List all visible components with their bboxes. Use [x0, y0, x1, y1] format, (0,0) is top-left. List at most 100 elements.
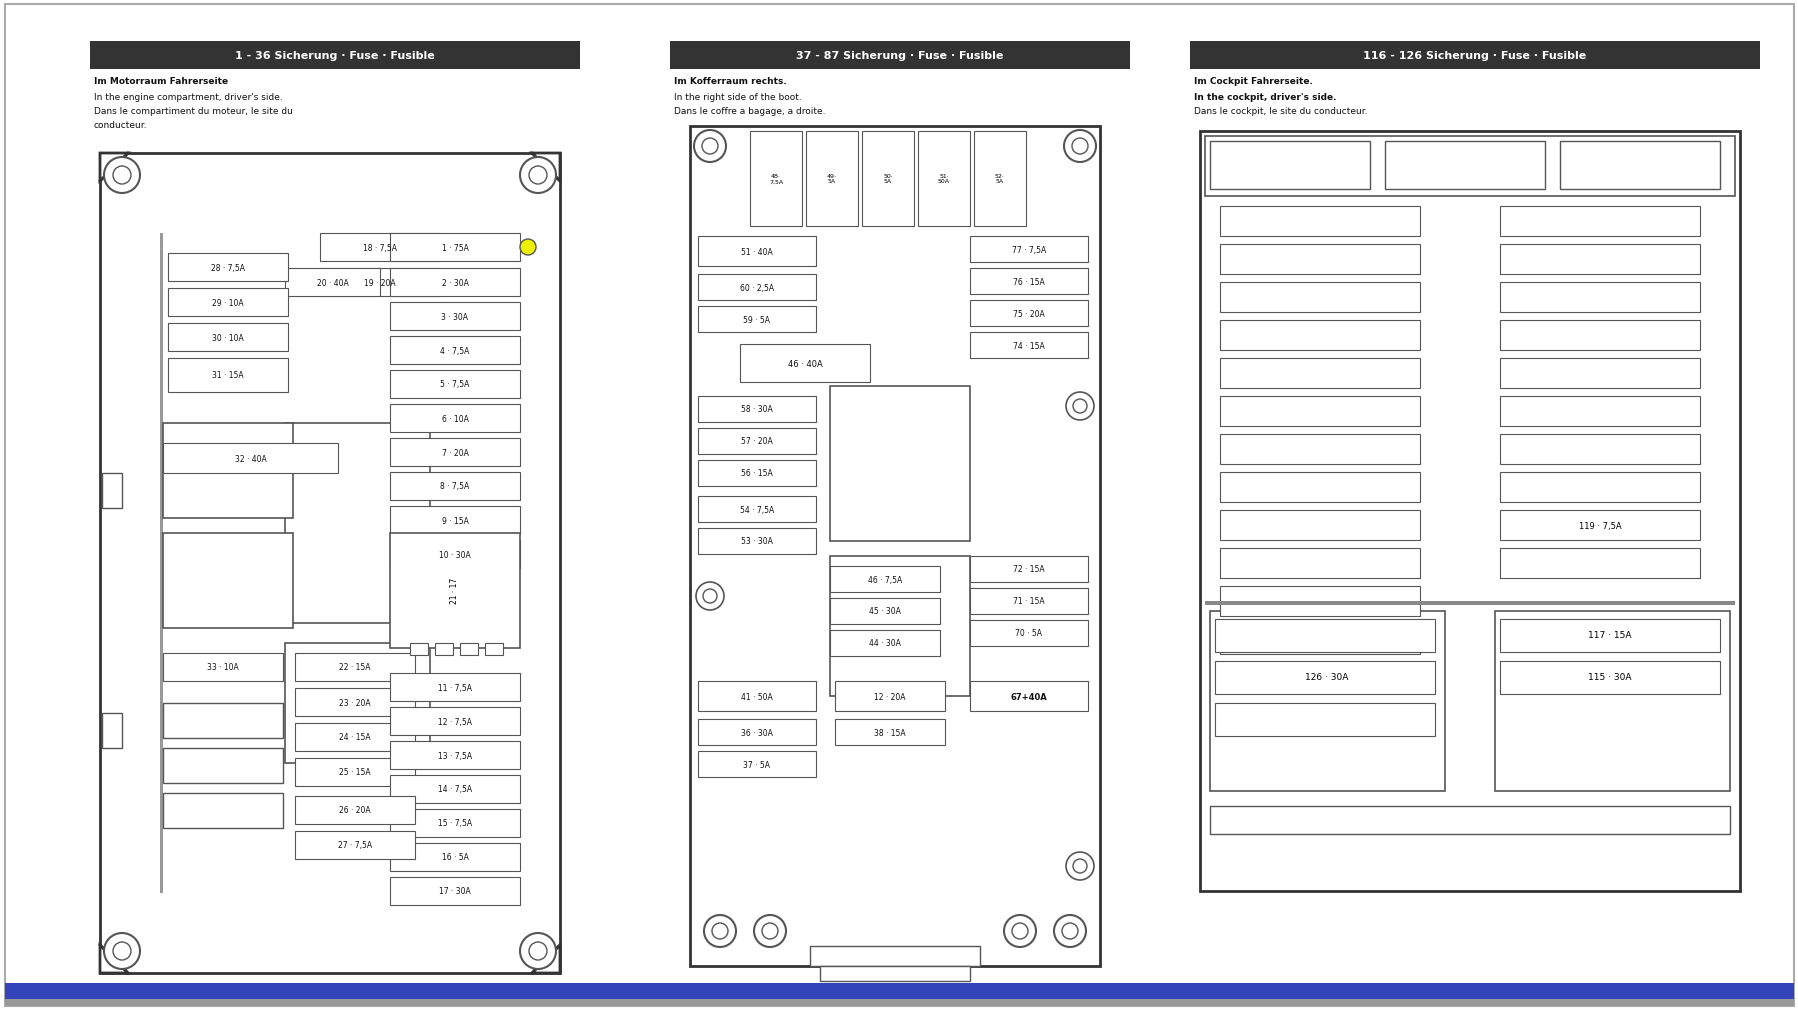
- Bar: [698, 237, 816, 267]
- Bar: [1559, 142, 1719, 190]
- Bar: [320, 269, 441, 296]
- Bar: [390, 472, 520, 500]
- Bar: [1219, 435, 1419, 464]
- Bar: [1188, 42, 1758, 70]
- Bar: [167, 324, 288, 352]
- Circle shape: [762, 923, 777, 939]
- Text: 71 · 15A: 71 · 15A: [1012, 596, 1045, 606]
- Bar: [1214, 704, 1435, 736]
- Text: 7 · 20A: 7 · 20A: [441, 448, 467, 457]
- Polygon shape: [532, 154, 559, 182]
- Text: 72 · 15A: 72 · 15A: [1012, 565, 1045, 574]
- Text: 21 · 17: 21 · 17: [450, 577, 458, 604]
- Circle shape: [520, 240, 536, 256]
- Bar: [160, 234, 164, 893]
- Text: 15 · 7,5A: 15 · 7,5A: [437, 819, 471, 828]
- Text: 12 · 20A: 12 · 20A: [874, 692, 904, 701]
- Bar: [390, 843, 520, 871]
- Bar: [295, 797, 415, 824]
- Bar: [698, 275, 816, 300]
- Bar: [101, 154, 559, 973]
- Circle shape: [1054, 915, 1086, 947]
- Bar: [164, 424, 293, 519]
- Text: In the right side of the boot.: In the right side of the boot.: [674, 93, 802, 102]
- Text: 126 · 30A: 126 · 30A: [1305, 673, 1348, 681]
- Text: 12 · 7,5A: 12 · 7,5A: [437, 717, 471, 726]
- Text: 38 · 15A: 38 · 15A: [874, 728, 906, 737]
- Bar: [90, 42, 579, 70]
- Polygon shape: [532, 945, 559, 973]
- Bar: [1219, 245, 1419, 275]
- Text: 41 · 50A: 41 · 50A: [741, 692, 773, 701]
- Bar: [1219, 359, 1419, 388]
- Circle shape: [104, 933, 140, 969]
- Bar: [1500, 511, 1699, 541]
- Bar: [390, 534, 520, 648]
- Bar: [295, 723, 415, 751]
- Bar: [164, 534, 293, 629]
- Bar: [390, 507, 520, 535]
- Text: 44 · 30A: 44 · 30A: [868, 639, 901, 648]
- Bar: [390, 371, 520, 398]
- Bar: [295, 758, 415, 787]
- Text: Im Kofferraum rechts.: Im Kofferraum rechts.: [674, 77, 786, 86]
- Text: 29 · 10A: 29 · 10A: [212, 298, 245, 307]
- Text: 48·
7,5A: 48· 7,5A: [768, 174, 782, 184]
- Bar: [295, 831, 415, 859]
- Bar: [690, 126, 1099, 967]
- Text: Dans le compartiment du moteur, le site du: Dans le compartiment du moteur, le site …: [93, 107, 293, 116]
- Text: 58 · 30A: 58 · 30A: [741, 405, 773, 415]
- Text: 22 · 15A: 22 · 15A: [340, 663, 370, 672]
- Circle shape: [104, 158, 140, 194]
- Bar: [1205, 602, 1733, 606]
- Bar: [698, 496, 816, 523]
- Circle shape: [1072, 139, 1088, 155]
- Bar: [698, 306, 816, 333]
- Bar: [167, 359, 288, 392]
- Text: 37 · 5A: 37 · 5A: [743, 759, 770, 768]
- Circle shape: [113, 167, 131, 185]
- Text: Dans le cockpit, le site du conducteur.: Dans le cockpit, le site du conducteur.: [1194, 107, 1366, 116]
- Bar: [1500, 548, 1699, 578]
- Bar: [969, 621, 1088, 646]
- Bar: [1384, 142, 1544, 190]
- Bar: [164, 794, 282, 828]
- Bar: [1205, 136, 1733, 197]
- Text: Dans le coffre a bagage, a droite.: Dans le coffre a bagage, a droite.: [674, 107, 825, 116]
- Bar: [1500, 283, 1699, 312]
- Text: 119 · 7,5A: 119 · 7,5A: [1579, 521, 1620, 530]
- Bar: [390, 337, 520, 365]
- Bar: [284, 643, 430, 763]
- Text: 27 · 7,5A: 27 · 7,5A: [338, 841, 372, 849]
- Text: 59 · 5A: 59 · 5A: [743, 315, 770, 325]
- Text: 16 · 5A: 16 · 5A: [441, 852, 467, 861]
- Bar: [861, 131, 913, 226]
- Bar: [809, 946, 980, 967]
- Circle shape: [694, 130, 726, 163]
- Bar: [164, 704, 282, 738]
- Bar: [390, 809, 520, 837]
- Circle shape: [1072, 859, 1086, 874]
- Bar: [1210, 142, 1370, 190]
- Text: 23 · 20A: 23 · 20A: [340, 698, 370, 707]
- Text: 60 · 2,5A: 60 · 2,5A: [739, 283, 773, 292]
- Text: 26 · 20A: 26 · 20A: [340, 806, 370, 815]
- Text: 5 · 7,5A: 5 · 7,5A: [441, 380, 469, 389]
- Bar: [390, 541, 520, 568]
- Bar: [390, 673, 520, 702]
- Bar: [390, 708, 520, 735]
- Bar: [167, 289, 288, 316]
- Bar: [5, 983, 1793, 999]
- Circle shape: [113, 942, 131, 960]
- Bar: [834, 681, 944, 712]
- Bar: [102, 714, 122, 748]
- Bar: [390, 404, 520, 433]
- Text: 4 · 7,5A: 4 · 7,5A: [441, 346, 469, 355]
- Text: 24 · 15A: 24 · 15A: [340, 733, 370, 742]
- Bar: [167, 254, 288, 282]
- Bar: [969, 237, 1088, 263]
- Circle shape: [529, 942, 547, 960]
- Bar: [1500, 620, 1719, 652]
- Text: 53 · 30A: 53 · 30A: [741, 537, 773, 546]
- Text: 51 · 40A: 51 · 40A: [741, 248, 773, 256]
